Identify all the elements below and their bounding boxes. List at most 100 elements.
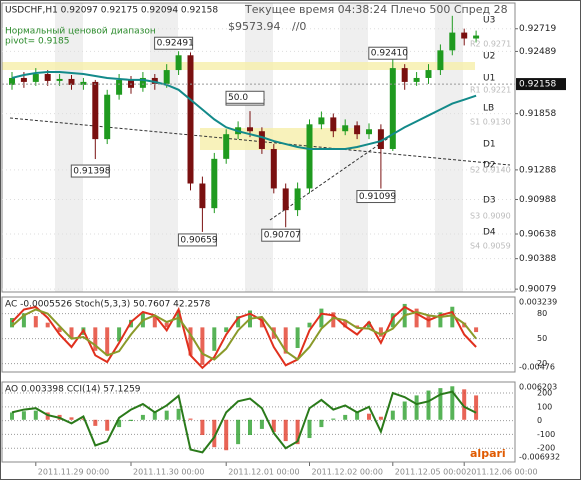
candle-body — [20, 77, 27, 82]
indicator-line — [11, 390, 477, 454]
pivot-label: S2 0.9140 — [470, 166, 511, 175]
histogram-bar — [331, 312, 336, 328]
candle-body — [139, 77, 146, 88]
y2-tick-label: 80 — [537, 309, 547, 318]
indicator-line — [11, 305, 477, 370]
histogram-bar — [390, 410, 395, 420]
histogram-bar — [176, 408, 181, 420]
y-tick-label: 0.91288 — [519, 165, 556, 175]
candle-body — [342, 125, 349, 132]
ylim-bottom: -0.00476 — [519, 363, 555, 372]
histogram-bar — [152, 412, 157, 420]
histogram-bar — [295, 419, 300, 445]
candle-body — [425, 70, 432, 78]
candle-body — [92, 81, 99, 140]
candle-body — [56, 78, 63, 81]
candle-body — [68, 78, 75, 85]
histogram-bar — [200, 327, 205, 365]
annotation-box — [177, 233, 217, 247]
candle-body — [163, 70, 170, 84]
candle-body — [187, 55, 194, 184]
candle-body — [354, 125, 361, 135]
histogram-bar — [283, 327, 288, 354]
session-stripe — [435, 3, 463, 292]
histogram-bar — [474, 395, 479, 420]
candle-body — [116, 79, 123, 95]
histogram-bar — [474, 327, 479, 333]
histogram-bar — [93, 419, 98, 426]
candle-body — [9, 77, 15, 85]
y-tick-label: 0.90638 — [519, 230, 556, 240]
candle-body — [175, 55, 182, 71]
ylim-top: 0.006203 — [519, 383, 557, 392]
x-tick-label: 2011.12.05 00:00 — [395, 468, 466, 477]
histogram-bar — [438, 312, 443, 328]
annotation: 0.90707 — [264, 231, 301, 241]
histogram-bar — [259, 419, 264, 429]
panel-title: AO 0.003398 CCI(14) 57.1259 — [5, 385, 141, 395]
histogram-bar — [402, 401, 407, 420]
candle-body — [270, 148, 277, 189]
histogram-bar — [343, 414, 348, 420]
histogram-bar — [212, 327, 217, 351]
histogram-bar — [117, 419, 122, 428]
candle-body — [449, 32, 456, 51]
histogram-bar — [81, 418, 86, 420]
histogram-bar — [224, 419, 229, 451]
annotation: 0.92410 — [371, 49, 408, 59]
histogram-bar — [188, 327, 193, 356]
histogram-bar — [426, 390, 431, 420]
annotation: 0.90659 — [180, 235, 217, 245]
histogram-bar — [367, 413, 371, 420]
histogram-bar — [414, 308, 419, 328]
candle-body — [44, 74, 51, 81]
candle-body — [377, 129, 384, 149]
x-tick-label: 2011.12.01 00:00 — [228, 468, 299, 477]
level-label: U1 — [483, 74, 495, 84]
ylim-bottom: -0.006932 — [519, 453, 560, 462]
annotation-box — [225, 90, 265, 104]
x-tick-label: 2011.12.06 00:00 — [466, 468, 537, 477]
level-label: LB — [483, 104, 494, 114]
level-label: D3 — [483, 196, 496, 206]
histogram-bar — [450, 306, 455, 328]
ylim-top: 0.003239 — [519, 298, 557, 307]
x-tick-label: 2011.11.29 00:00 — [38, 468, 109, 477]
level-label: D4 — [483, 228, 496, 238]
histogram-bar — [390, 313, 395, 328]
annotation: 0.92491 — [157, 39, 194, 49]
histogram-bar — [248, 419, 252, 436]
candle-body — [223, 134, 230, 159]
level-label: U3 — [483, 16, 495, 26]
candle-body — [282, 188, 289, 211]
histogram-bar — [307, 419, 312, 439]
pivot-text: pivot= 0.9185 — [5, 37, 69, 47]
pivot-label: S3 0.9090 — [470, 212, 511, 221]
y-tick-label: 0.90079 — [519, 285, 556, 295]
histogram-bar — [236, 316, 241, 328]
panel-title: AC -0.0005526 Stoch(5,3,3) 50.7607 42.25… — [5, 300, 211, 310]
histogram-bar — [140, 414, 145, 420]
histogram-bar — [10, 317, 14, 328]
histogram-bar — [462, 389, 467, 420]
panel-frame — [1, 381, 516, 463]
annotation-box — [70, 164, 110, 178]
histogram-bar — [57, 327, 62, 333]
histogram-bar — [426, 316, 431, 328]
y2-tick-label: -100 — [537, 430, 555, 439]
panel-frame — [1, 2, 516, 293]
candle-body — [330, 117, 337, 132]
level-label: D2 — [483, 161, 496, 171]
level-label: D1 — [483, 140, 496, 150]
histogram-bar — [307, 322, 312, 328]
annotation: 0.91398 — [73, 167, 110, 177]
histogram-bar — [93, 327, 98, 351]
pivot-label: S4 0.9059 — [470, 242, 511, 251]
histogram-bar — [164, 410, 169, 420]
histogram-bar — [212, 419, 217, 448]
histogram-bar — [188, 418, 193, 420]
histogram-bar — [45, 322, 50, 328]
candle-body — [247, 127, 253, 132]
annotation: 0.91099 — [359, 192, 396, 202]
pivot-label: S1 0.9130 — [470, 118, 511, 127]
